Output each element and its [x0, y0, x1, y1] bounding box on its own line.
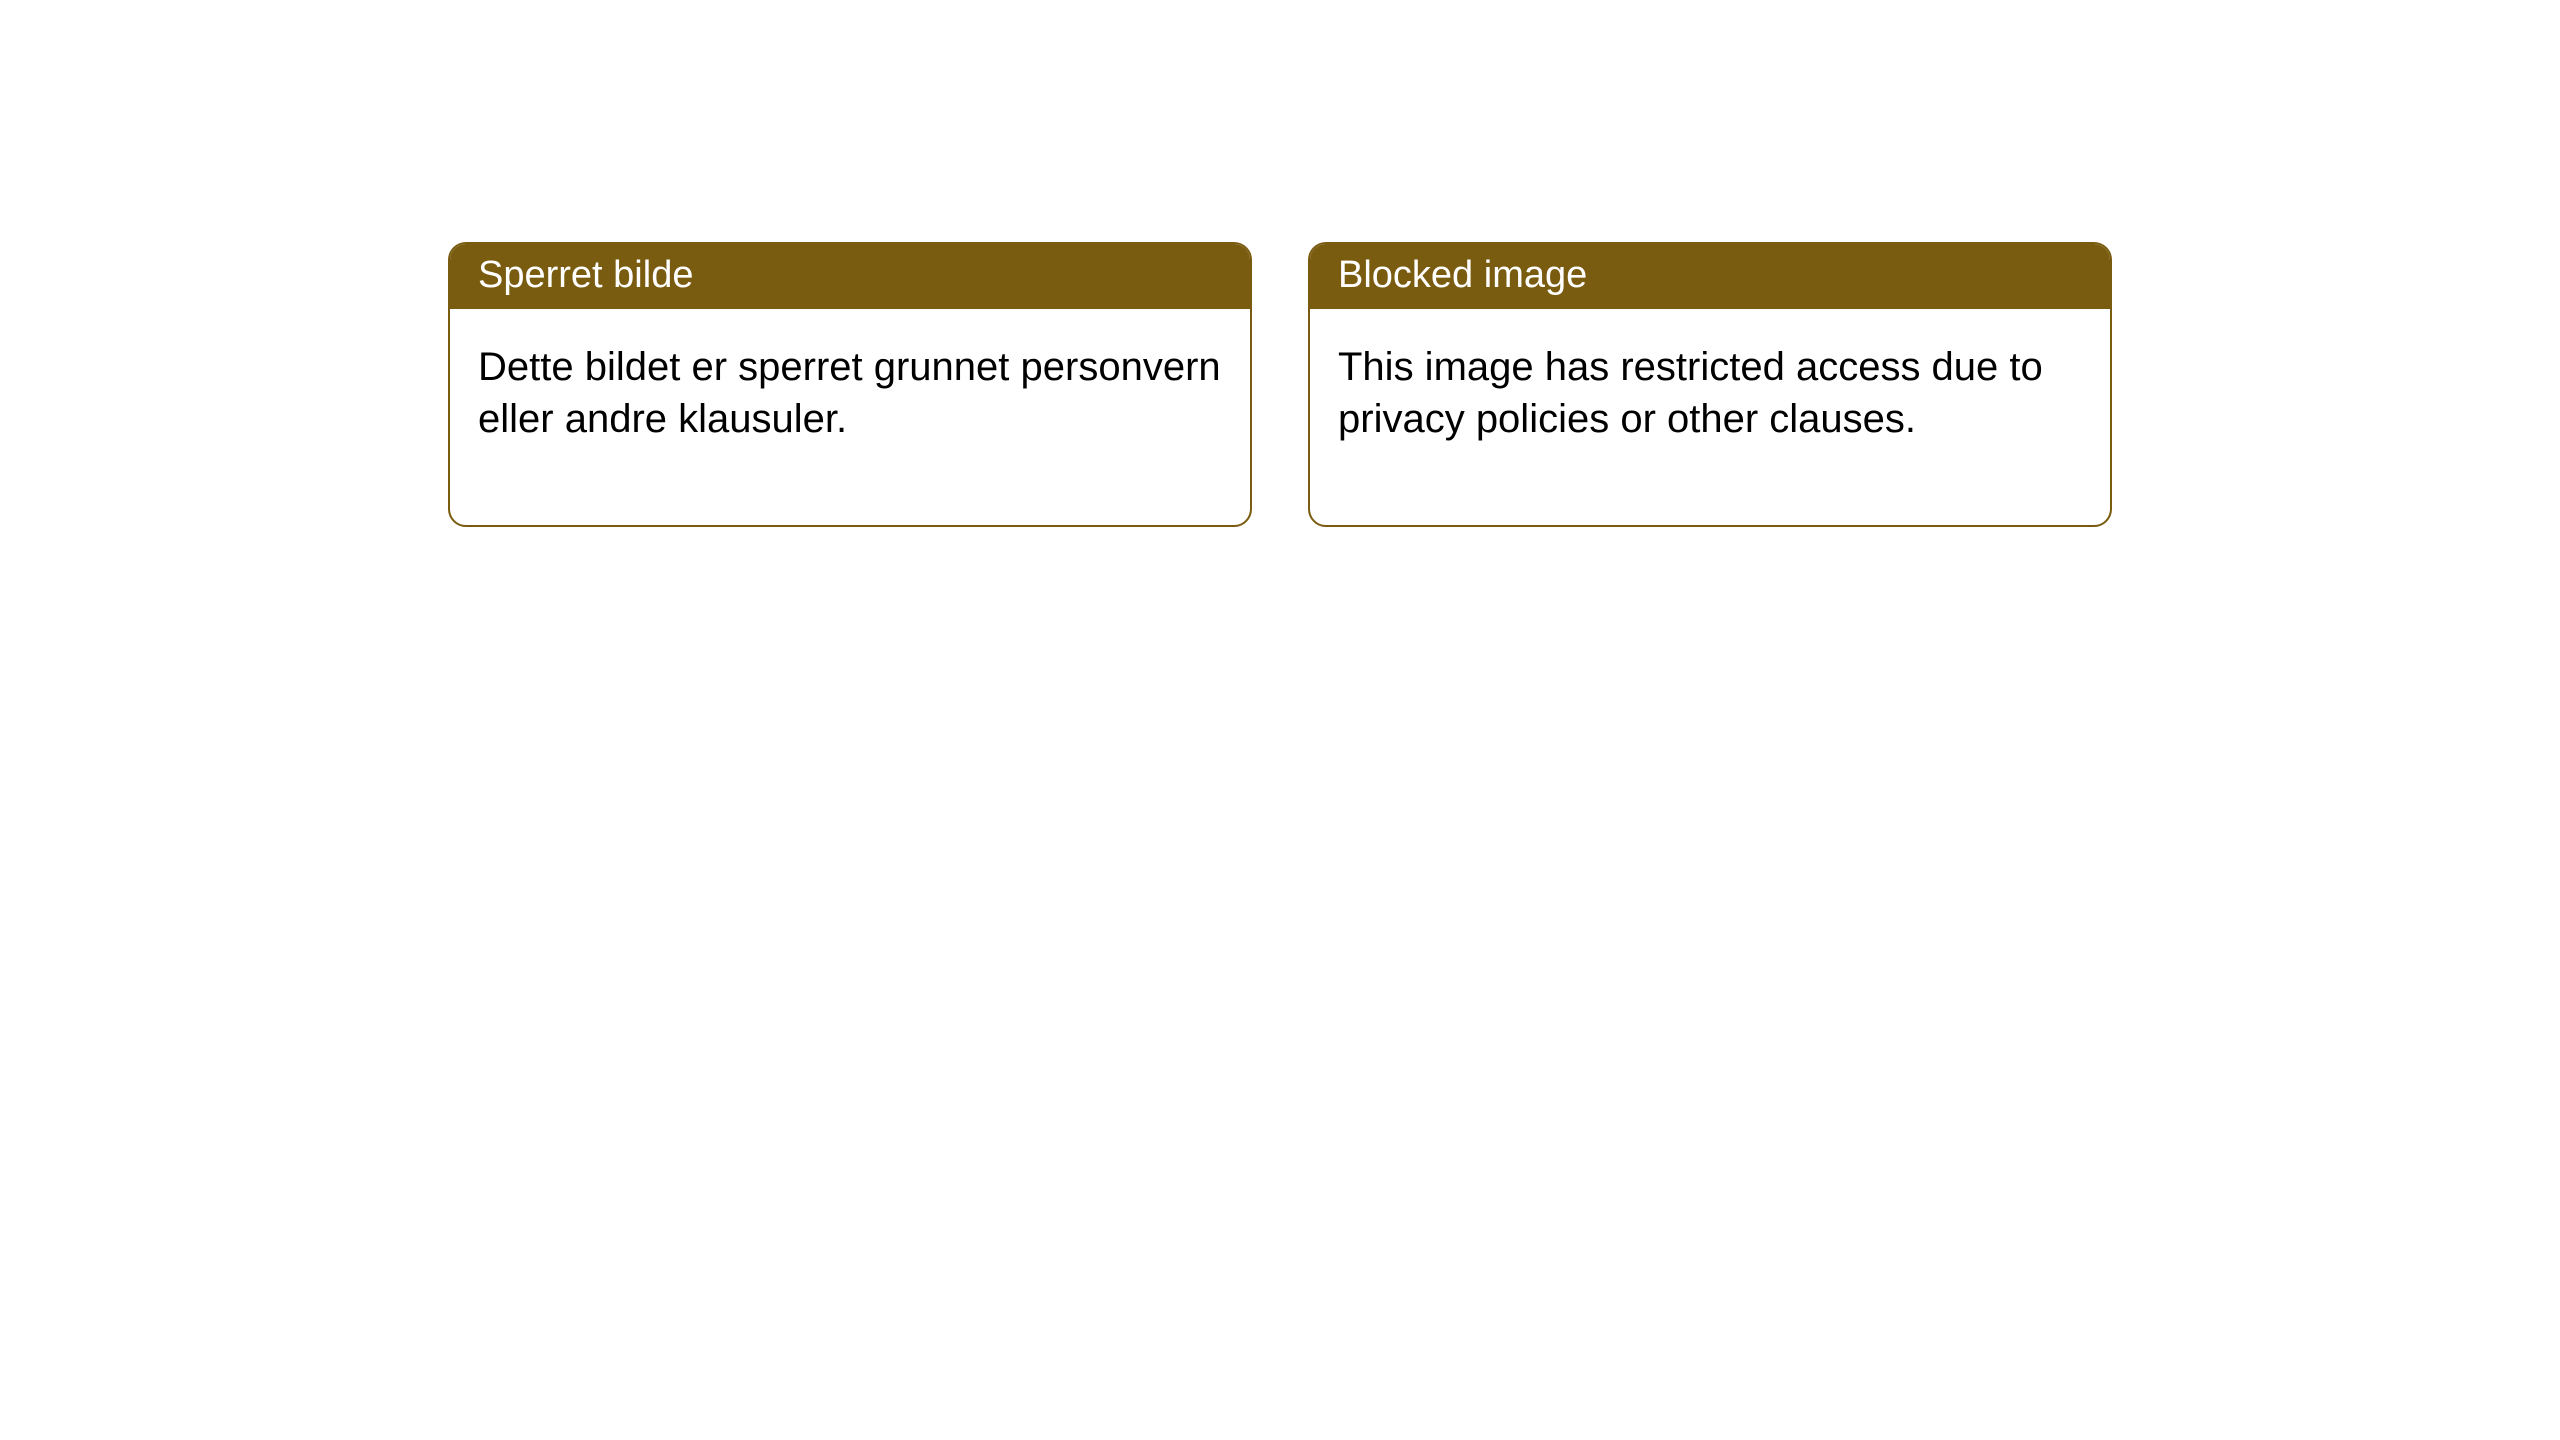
notice-body-en: This image has restricted access due to … [1310, 309, 2110, 525]
notice-title-no: Sperret bilde [450, 244, 1250, 309]
notice-cards-row: Sperret bilde Dette bildet er sperret gr… [0, 0, 2560, 527]
notice-card-norwegian: Sperret bilde Dette bildet er sperret gr… [448, 242, 1252, 527]
notice-title-en: Blocked image [1310, 244, 2110, 309]
notice-body-no: Dette bildet er sperret grunnet personve… [450, 309, 1250, 525]
notice-card-english: Blocked image This image has restricted … [1308, 242, 2112, 527]
